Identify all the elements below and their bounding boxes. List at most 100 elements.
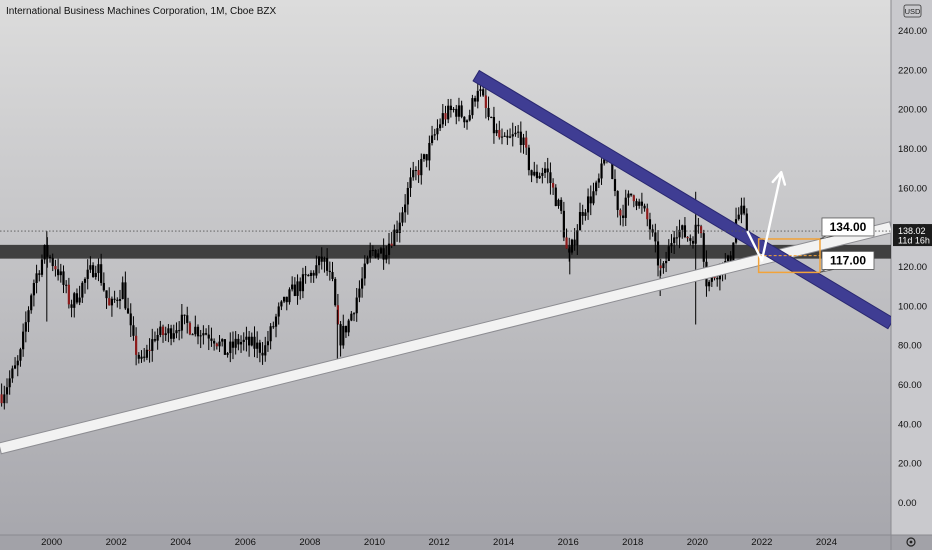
candle-body (334, 278, 337, 306)
candle-247 (664, 251, 668, 273)
candle-body (347, 320, 350, 333)
candle-229 (616, 190, 619, 218)
candle-body (552, 182, 555, 188)
candle-body (433, 134, 436, 136)
upper-target-label[interactable]: 134.00 (819, 217, 875, 240)
currency-badge[interactable]: USD (903, 4, 922, 18)
candle-223 (600, 158, 603, 185)
candle-body (315, 265, 318, 276)
candle-body (543, 168, 547, 173)
candle-56 (151, 328, 154, 362)
candle-body (508, 136, 512, 138)
candle-73 (196, 324, 200, 345)
candle-6 (16, 355, 19, 377)
support-trendline[interactable] (0, 221, 892, 455)
candle-body (600, 163, 603, 179)
candle-body (59, 271, 62, 276)
candle-74 (199, 329, 202, 349)
candle-body (89, 265, 92, 270)
candle-body (710, 275, 713, 282)
candle-96 (258, 339, 261, 363)
candle-body (196, 326, 200, 337)
candle-body (428, 142, 431, 161)
candle-body (517, 131, 520, 133)
candle-body (282, 296, 286, 302)
candle-151 (406, 182, 409, 215)
candle-242 (651, 224, 654, 237)
candle-body (261, 352, 264, 356)
candle-body (565, 237, 568, 249)
candle-40 (108, 287, 111, 306)
candle-body (549, 172, 552, 183)
candle-83 (223, 339, 227, 355)
candle-body (272, 326, 275, 328)
candle-body (603, 159, 606, 164)
candle-185 (498, 120, 501, 140)
candle-105 (282, 296, 286, 304)
candle-body (468, 115, 471, 121)
candle-106 (285, 296, 288, 311)
candle-body (299, 281, 302, 292)
candle-body (667, 246, 670, 261)
candle-84 (226, 352, 229, 358)
price-axis-panel[interactable] (891, 0, 932, 535)
candle-246 (662, 261, 665, 274)
candle-72 (194, 315, 197, 337)
candle-body (519, 131, 522, 145)
candle-212 (570, 238, 574, 255)
candle-228 (613, 169, 617, 197)
settings-gear-icon[interactable] (906, 537, 916, 547)
candle-body (70, 304, 73, 308)
candle-250 (673, 230, 676, 255)
candle-76 (204, 328, 208, 336)
candle-body (194, 326, 197, 335)
candle-68 (183, 314, 186, 325)
candle-body (328, 270, 331, 273)
candle-body (560, 199, 563, 211)
candle-body (482, 89, 485, 96)
candle-209 (562, 201, 565, 242)
candle-254 (683, 217, 687, 239)
candle-177 (476, 83, 479, 109)
candle-230 (619, 208, 622, 226)
candle-244 (656, 230, 660, 277)
candle-44 (118, 289, 122, 310)
candle-body (420, 159, 423, 176)
candle-body (729, 255, 732, 262)
candle-body (530, 170, 533, 176)
arrow-head-icon (771, 170, 787, 186)
candle-129 (347, 318, 350, 337)
candle-208 (560, 197, 563, 215)
lower-target-label[interactable]: 117.00 (819, 250, 875, 273)
resistance-trendline[interactable] (472, 69, 894, 330)
candle-5 (13, 357, 17, 370)
candle-146 (393, 224, 396, 247)
candle-193 (519, 121, 522, 153)
candle-123 (331, 261, 334, 282)
projection-arrow[interactable] (746, 171, 783, 262)
candle-body (589, 196, 592, 204)
candle-139 (374, 249, 377, 259)
time-axis-panel[interactable] (0, 535, 932, 550)
candle-35 (94, 265, 97, 280)
candle-261 (702, 229, 705, 270)
candle-37 (100, 253, 103, 286)
candle-48 (129, 303, 132, 337)
candle-36 (97, 258, 100, 282)
candle-127 (342, 314, 345, 349)
candle-25 (67, 277, 70, 309)
price-axis-ticks: 240.00220.00200.00180.00160.00140.00120.… (893, 26, 932, 509)
candle-body (202, 333, 205, 336)
candle-89 (239, 335, 243, 353)
candle-157 (422, 153, 426, 162)
candle-18 (48, 254, 52, 263)
candle-body (621, 215, 625, 218)
candle-112 (301, 267, 305, 299)
candle-body (175, 330, 178, 334)
candle-body (221, 339, 224, 342)
time-axis-ticks: 2000 2002 2004 2006 2008 2010 2012 2014 2016 2018… (41, 537, 837, 548)
candle-164 (441, 104, 444, 128)
